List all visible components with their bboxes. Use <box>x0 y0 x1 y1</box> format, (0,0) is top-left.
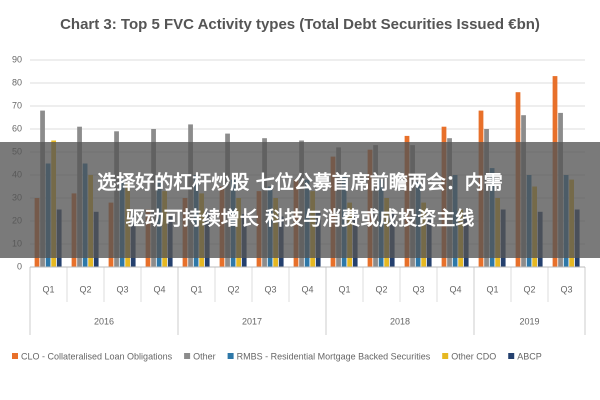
overlay-text: 驱动可持续增长 科技与消费或成投资主线 <box>126 207 475 230</box>
x-tick-label: Q1 <box>486 284 498 294</box>
group-label: 2017 <box>242 316 262 326</box>
x-tick-label: Q1 <box>338 284 350 294</box>
legend-label: Other CDO <box>451 351 496 361</box>
overlay-text: 选择好的杠杆炒股 七位公募首席前瞻两会：内需 <box>97 171 503 194</box>
x-tick-label: Q1 <box>42 284 54 294</box>
legend-swatch <box>184 353 191 359</box>
x-tick-label: Q3 <box>412 284 424 294</box>
y-tick-label: 70 <box>12 100 22 110</box>
legend-swatch <box>442 353 449 359</box>
legend-label: Other <box>193 351 216 361</box>
x-tick-label: Q4 <box>301 284 313 294</box>
x-tick-label: Q2 <box>227 284 239 294</box>
y-tick-label: 90 <box>12 54 22 64</box>
x-tick-label: Q2 <box>523 284 535 294</box>
y-tick-label: 60 <box>12 123 22 133</box>
y-tick-label: 80 <box>12 77 22 87</box>
x-tick-label: Q4 <box>153 284 165 294</box>
legend-label: RMBS - Residential Mortgage Backed Secur… <box>237 351 431 361</box>
legend-label: ABCP <box>517 351 542 361</box>
legend-swatch <box>508 353 515 359</box>
x-tick-label: Q3 <box>264 284 276 294</box>
x-tick-label: Q1 <box>190 284 202 294</box>
group-label: 2019 <box>519 316 539 326</box>
x-tick-label: Q2 <box>79 284 91 294</box>
x-tick-label: Q3 <box>116 284 128 294</box>
x-tick-label: Q2 <box>375 284 387 294</box>
x-tick-label: Q3 <box>560 284 572 294</box>
y-tick-label: 0 <box>17 261 22 271</box>
x-tick-label: Q4 <box>449 284 461 294</box>
legend-swatch <box>227 353 234 359</box>
legend-swatch <box>12 353 18 359</box>
overlay-band <box>0 142 600 258</box>
group-label: 2016 <box>94 316 114 326</box>
group-label: 2018 <box>390 316 410 326</box>
legend-label: CLO - Collateralised Loan Obligations <box>21 351 173 361</box>
chart-title: Chart 3: Top 5 FVC Activity types (Total… <box>60 16 540 33</box>
